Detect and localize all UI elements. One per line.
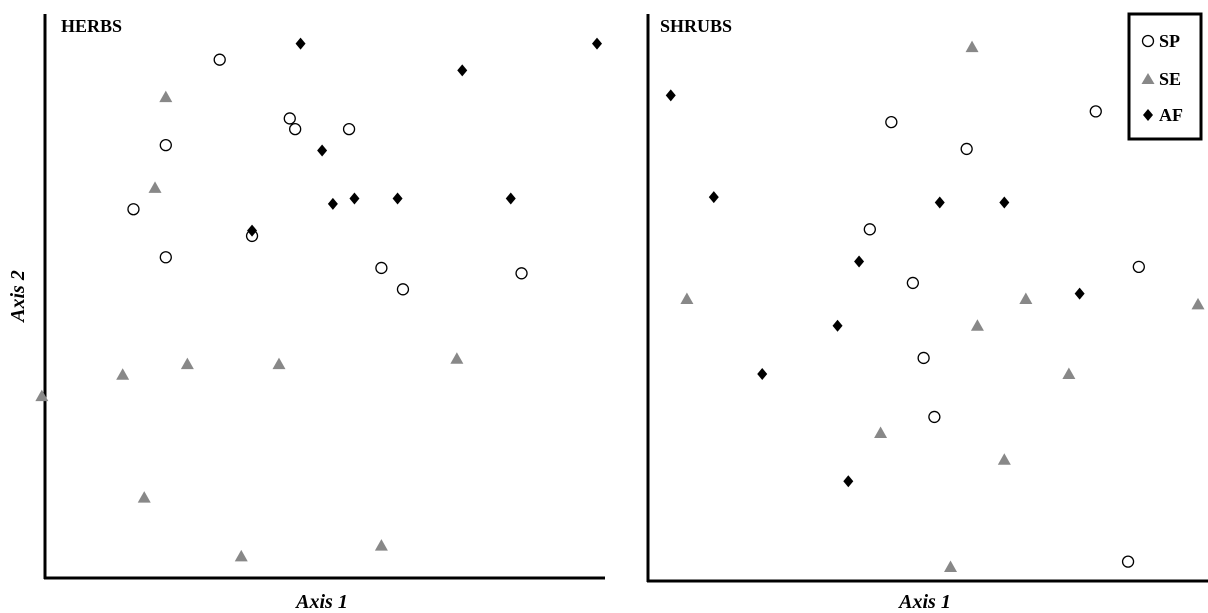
herbs-point-sp-1: [283, 112, 296, 125]
herbs-point-se-9: [450, 352, 464, 364]
herbs-point-af-1: [457, 64, 468, 77]
herbs-point-af-8: [247, 224, 258, 237]
shrubs-point-sp-0: [1089, 105, 1102, 118]
legend-label-se: SE: [1159, 69, 1181, 89]
herbs-point-sp-2: [159, 138, 172, 152]
shrubs-point-se-7: [997, 453, 1011, 465]
herbs-point-se-5: [137, 491, 151, 503]
shrubs-point-af-5: [1074, 287, 1085, 300]
legend-box: [1127, 12, 1203, 141]
shrubs-point-sp-3: [863, 223, 876, 236]
legend-sp-icon: [1141, 34, 1155, 48]
shrubs-point-se-0: [965, 40, 979, 53]
shrubs-point-sp-4: [906, 276, 920, 290]
herbs-point-sp-0: [213, 53, 226, 66]
shrubs-point-sp-8: [1121, 555, 1135, 568]
herbs-point-se-3: [116, 368, 130, 380]
shrubs-panel-title: SHRUBS: [660, 16, 732, 36]
herbs-point-se-4: [35, 389, 49, 402]
herbs-point-af-4: [327, 197, 338, 210]
shrubs-point-se-6: [874, 426, 888, 438]
legend: SP SE AF: [1127, 12, 1203, 141]
herbs-panel-title: HERBS: [61, 16, 122, 36]
legend-af-icon: [1143, 109, 1153, 121]
shrubs-point-af-8: [843, 475, 854, 488]
herbs-point-sp-8: [375, 261, 388, 275]
legend-label-af: AF: [1159, 105, 1183, 125]
shrubs-point-se-2: [1019, 292, 1033, 304]
herbs-point-sp-10: [396, 283, 410, 296]
herbs-point-sp-5: [127, 203, 140, 216]
herbs-x-axis-title: Axis 1: [294, 591, 348, 613]
herbs-point-sp-7: [159, 251, 172, 264]
shrubs-point-af-1: [708, 191, 719, 204]
herbs-point-af-0: [295, 37, 306, 50]
shrubs-point-af-0: [665, 89, 676, 102]
shrubs-point-se-1: [680, 292, 694, 304]
herbs-y-axis-title: Axis 2: [7, 270, 29, 324]
shrubs-point-sp-2: [960, 142, 973, 156]
herbs-point-af-6: [392, 192, 403, 205]
shrubs-point-sp-1: [885, 115, 898, 129]
shrubs-point-af-2: [934, 196, 945, 209]
shrubs-point-se-4: [970, 319, 984, 331]
shrubs-point-af-3: [999, 196, 1010, 209]
shrubs-point-af-4: [854, 255, 865, 268]
shrubs-x-axis-title: Axis 1: [897, 591, 951, 613]
herbs-panel: HERBS Axis 1 Axis 2: [7, 14, 605, 613]
herbs-point-sp-4: [342, 122, 356, 136]
shrubs-point-sp-5: [1132, 260, 1145, 273]
herbs-point-se-6: [234, 549, 248, 562]
herbs-point-se-8: [272, 357, 286, 370]
shrubs-marks: [665, 40, 1205, 572]
legend-se-icon: [1141, 73, 1155, 84]
herbs-point-af-7: [505, 192, 516, 205]
shrubs-point-af-7: [757, 368, 768, 381]
shrubs-point-se-5: [1062, 367, 1076, 380]
shrubs-point-se-3: [1191, 297, 1205, 310]
herbs-point-af-3: [317, 144, 328, 157]
herbs-point-se-7: [374, 539, 388, 551]
legend-label-sp: SP: [1159, 31, 1180, 51]
herbs-point-se-0: [159, 90, 173, 103]
shrubs-panel: SHRUBS Axis 1: [646, 14, 1208, 613]
herbs-point-se-2: [180, 357, 194, 370]
shrubs-point-sp-6: [917, 351, 930, 365]
herbs-point-af-2: [592, 37, 602, 50]
shrubs-point-af-6: [832, 319, 843, 332]
herbs-point-sp-3: [289, 122, 302, 136]
herbs-point-se-1: [148, 181, 162, 193]
herbs-point-af-5: [349, 192, 360, 205]
shrubs-point-sp-7: [928, 410, 941, 424]
shrubs-point-se-8: [944, 560, 958, 572]
herbs-point-sp-9: [515, 267, 528, 280]
herbs-marks: [35, 37, 602, 562]
